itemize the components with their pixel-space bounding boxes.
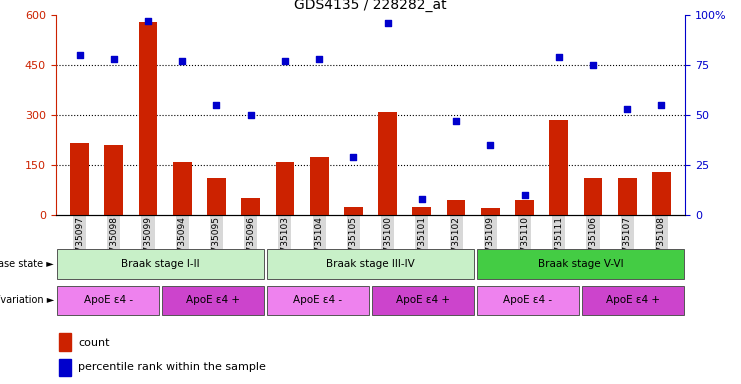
Point (348, 154, 359, 160)
Bar (344, 207, 363, 215)
Point (450, 118, 462, 124)
Bar (268, 249, 473, 279)
Text: percentile rank within the sample: percentile rank within the sample (79, 362, 266, 372)
Bar (242, 199, 260, 215)
Text: Braak stage I-II: Braak stage I-II (122, 259, 200, 269)
Bar (57, 249, 264, 279)
Text: ApoE ε4 +: ApoE ε4 + (186, 295, 240, 306)
Bar (59, 333, 71, 351)
Text: ApoE ε4 +: ApoE ε4 + (606, 295, 660, 306)
Text: count: count (79, 338, 110, 348)
Bar (139, 22, 157, 215)
Bar (372, 286, 473, 315)
Point (656, 102, 668, 108)
Point (210, 102, 222, 108)
Point (553, 54, 565, 60)
Bar (268, 286, 369, 315)
Text: Braak stage III-IV: Braak stage III-IV (326, 259, 415, 269)
Bar (652, 172, 671, 215)
Point (108, 56, 120, 62)
Bar (515, 200, 534, 215)
Bar (413, 207, 431, 215)
Point (279, 58, 291, 65)
Point (245, 112, 256, 118)
Point (176, 58, 188, 65)
Bar (162, 286, 264, 315)
Point (382, 20, 393, 26)
Bar (59, 359, 71, 376)
Bar (57, 286, 159, 315)
Bar (173, 162, 192, 215)
Point (621, 106, 633, 112)
Bar (378, 112, 397, 215)
Bar (477, 286, 579, 315)
Point (73, 52, 85, 58)
Text: disease state ►: disease state ► (0, 259, 54, 269)
Bar (447, 200, 465, 215)
Text: ApoE ε4 +: ApoE ε4 + (396, 295, 450, 306)
Title: GDS4135 / 228282_at: GDS4135 / 228282_at (294, 0, 447, 12)
Bar (477, 249, 684, 279)
Text: ApoE ε4 -: ApoE ε4 - (293, 295, 342, 306)
Bar (104, 145, 123, 215)
Bar (584, 179, 602, 215)
Bar (310, 157, 328, 215)
Point (485, 142, 496, 148)
Point (416, 196, 428, 202)
Point (519, 192, 531, 198)
Text: ApoE ε4 -: ApoE ε4 - (84, 295, 133, 306)
Bar (481, 209, 499, 215)
Bar (70, 144, 89, 215)
Bar (549, 120, 568, 215)
Bar (276, 162, 294, 215)
Text: ApoE ε4 -: ApoE ε4 - (503, 295, 553, 306)
Text: genotype/variation ►: genotype/variation ► (0, 295, 54, 306)
Text: Braak stage V-VI: Braak stage V-VI (538, 259, 623, 269)
Point (142, 18, 154, 25)
Point (313, 56, 325, 62)
Bar (582, 286, 684, 315)
Bar (618, 179, 637, 215)
Bar (207, 179, 226, 215)
Point (587, 62, 599, 68)
